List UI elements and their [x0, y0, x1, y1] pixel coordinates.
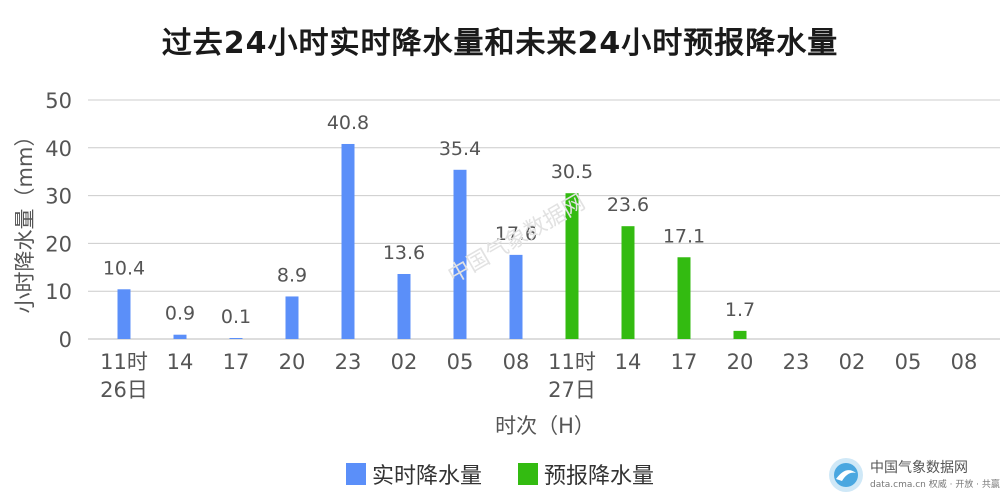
- legend-item-observed[interactable]: 实时降水量: [345, 458, 482, 490]
- cma-logo-subtitle: data.cma.cn 权威 · 开放 · 共赢: [870, 480, 1000, 490]
- data-label-0-5: 13.6: [383, 242, 425, 264]
- cma-logo-icon: [829, 458, 863, 492]
- legend-swatch-observed: [345, 463, 366, 485]
- data-label-0-7: 17.6: [495, 223, 537, 245]
- bar-0-2: [229, 338, 243, 339]
- legend-label-observed: 实时降水量: [371, 464, 482, 489]
- bar-1-9: [621, 226, 635, 339]
- bar-1-11: [733, 330, 747, 339]
- x-tick-0-line1: 26日: [100, 378, 148, 402]
- data-label-0-0: 10.4: [103, 257, 145, 279]
- y-tick-0: 0: [59, 328, 72, 352]
- data-label-1-8: 30.5: [551, 161, 593, 183]
- x-tick-5: 02: [391, 350, 418, 374]
- y-tick-30: 30: [45, 185, 72, 209]
- y-tick-20: 20: [45, 232, 72, 256]
- y-tick-40: 40: [45, 137, 72, 161]
- x-tick-9: 14: [615, 350, 642, 374]
- bar-chart: 0 10 20 30 40 50 11时 26日 14 17 20 23 02 05 08 11时 27日 14 1…: [13, 89, 1000, 438]
- bar-0-5: [397, 273, 411, 339]
- y-tick-10: 10: [45, 280, 72, 304]
- bar-0-0: [117, 289, 131, 339]
- bar-0-1: [173, 334, 187, 339]
- x-tick-13: 02: [839, 350, 866, 374]
- y-axis-label: 小时降水量（mm）: [13, 126, 37, 314]
- data-label-0-1: 0.9: [165, 303, 195, 325]
- x-tick-12: 23: [783, 350, 810, 374]
- x-tick-8-line1: 27日: [548, 378, 596, 402]
- cma-logo-name: 中国气象数据网: [870, 460, 968, 476]
- x-tick-1: 14: [167, 350, 194, 374]
- x-tick-14: 05: [895, 350, 922, 374]
- x-tick-0-line0: 11时: [100, 350, 148, 374]
- bar-1-10: [677, 257, 691, 339]
- data-label-0-3: 8.9: [277, 264, 307, 286]
- data-label-1-11: 1.7: [725, 299, 755, 321]
- bar-0-6: [453, 169, 467, 339]
- x-tick-11: 20: [727, 350, 754, 374]
- data-label-1-10: 17.1: [663, 225, 705, 247]
- data-label-1-9: 23.6: [607, 194, 649, 216]
- x-tick-4: 23: [335, 350, 362, 374]
- x-tick-6: 05: [447, 350, 474, 374]
- legend: 实时降水量 预报降水量: [0, 458, 1000, 490]
- legend-swatch-forecast: [518, 463, 538, 485]
- data-label-0-4: 40.8: [327, 112, 369, 134]
- x-tick-15: 08: [951, 350, 978, 374]
- x-tick-10: 17: [671, 350, 698, 374]
- x-axis-label: 时次（H）: [495, 414, 595, 438]
- bar-0-4: [341, 143, 355, 339]
- legend-item-forecast[interactable]: 预报降水量: [518, 458, 654, 490]
- x-tick-7: 08: [503, 350, 530, 374]
- x-tick-2: 17: [223, 350, 250, 374]
- data-label-0-6: 35.4: [439, 138, 481, 160]
- data-label-0-2: 0.1: [221, 306, 251, 328]
- bar-0-3: [285, 296, 299, 339]
- chart-title: 过去24小时实时降水量和未来24小时预报降水量: [161, 26, 839, 61]
- y-tick-50: 50: [45, 89, 72, 113]
- bar-1-8: [565, 193, 579, 339]
- x-tick-3: 20: [279, 350, 306, 374]
- x-tick-8-line0: 11时: [548, 350, 596, 374]
- cma-logo: 中国气象数据网 data.cma.cn 权威 · 开放 · 共赢: [826, 455, 1000, 495]
- legend-label-forecast: 预报降水量: [544, 464, 655, 489]
- bar-0-7: [509, 254, 523, 339]
